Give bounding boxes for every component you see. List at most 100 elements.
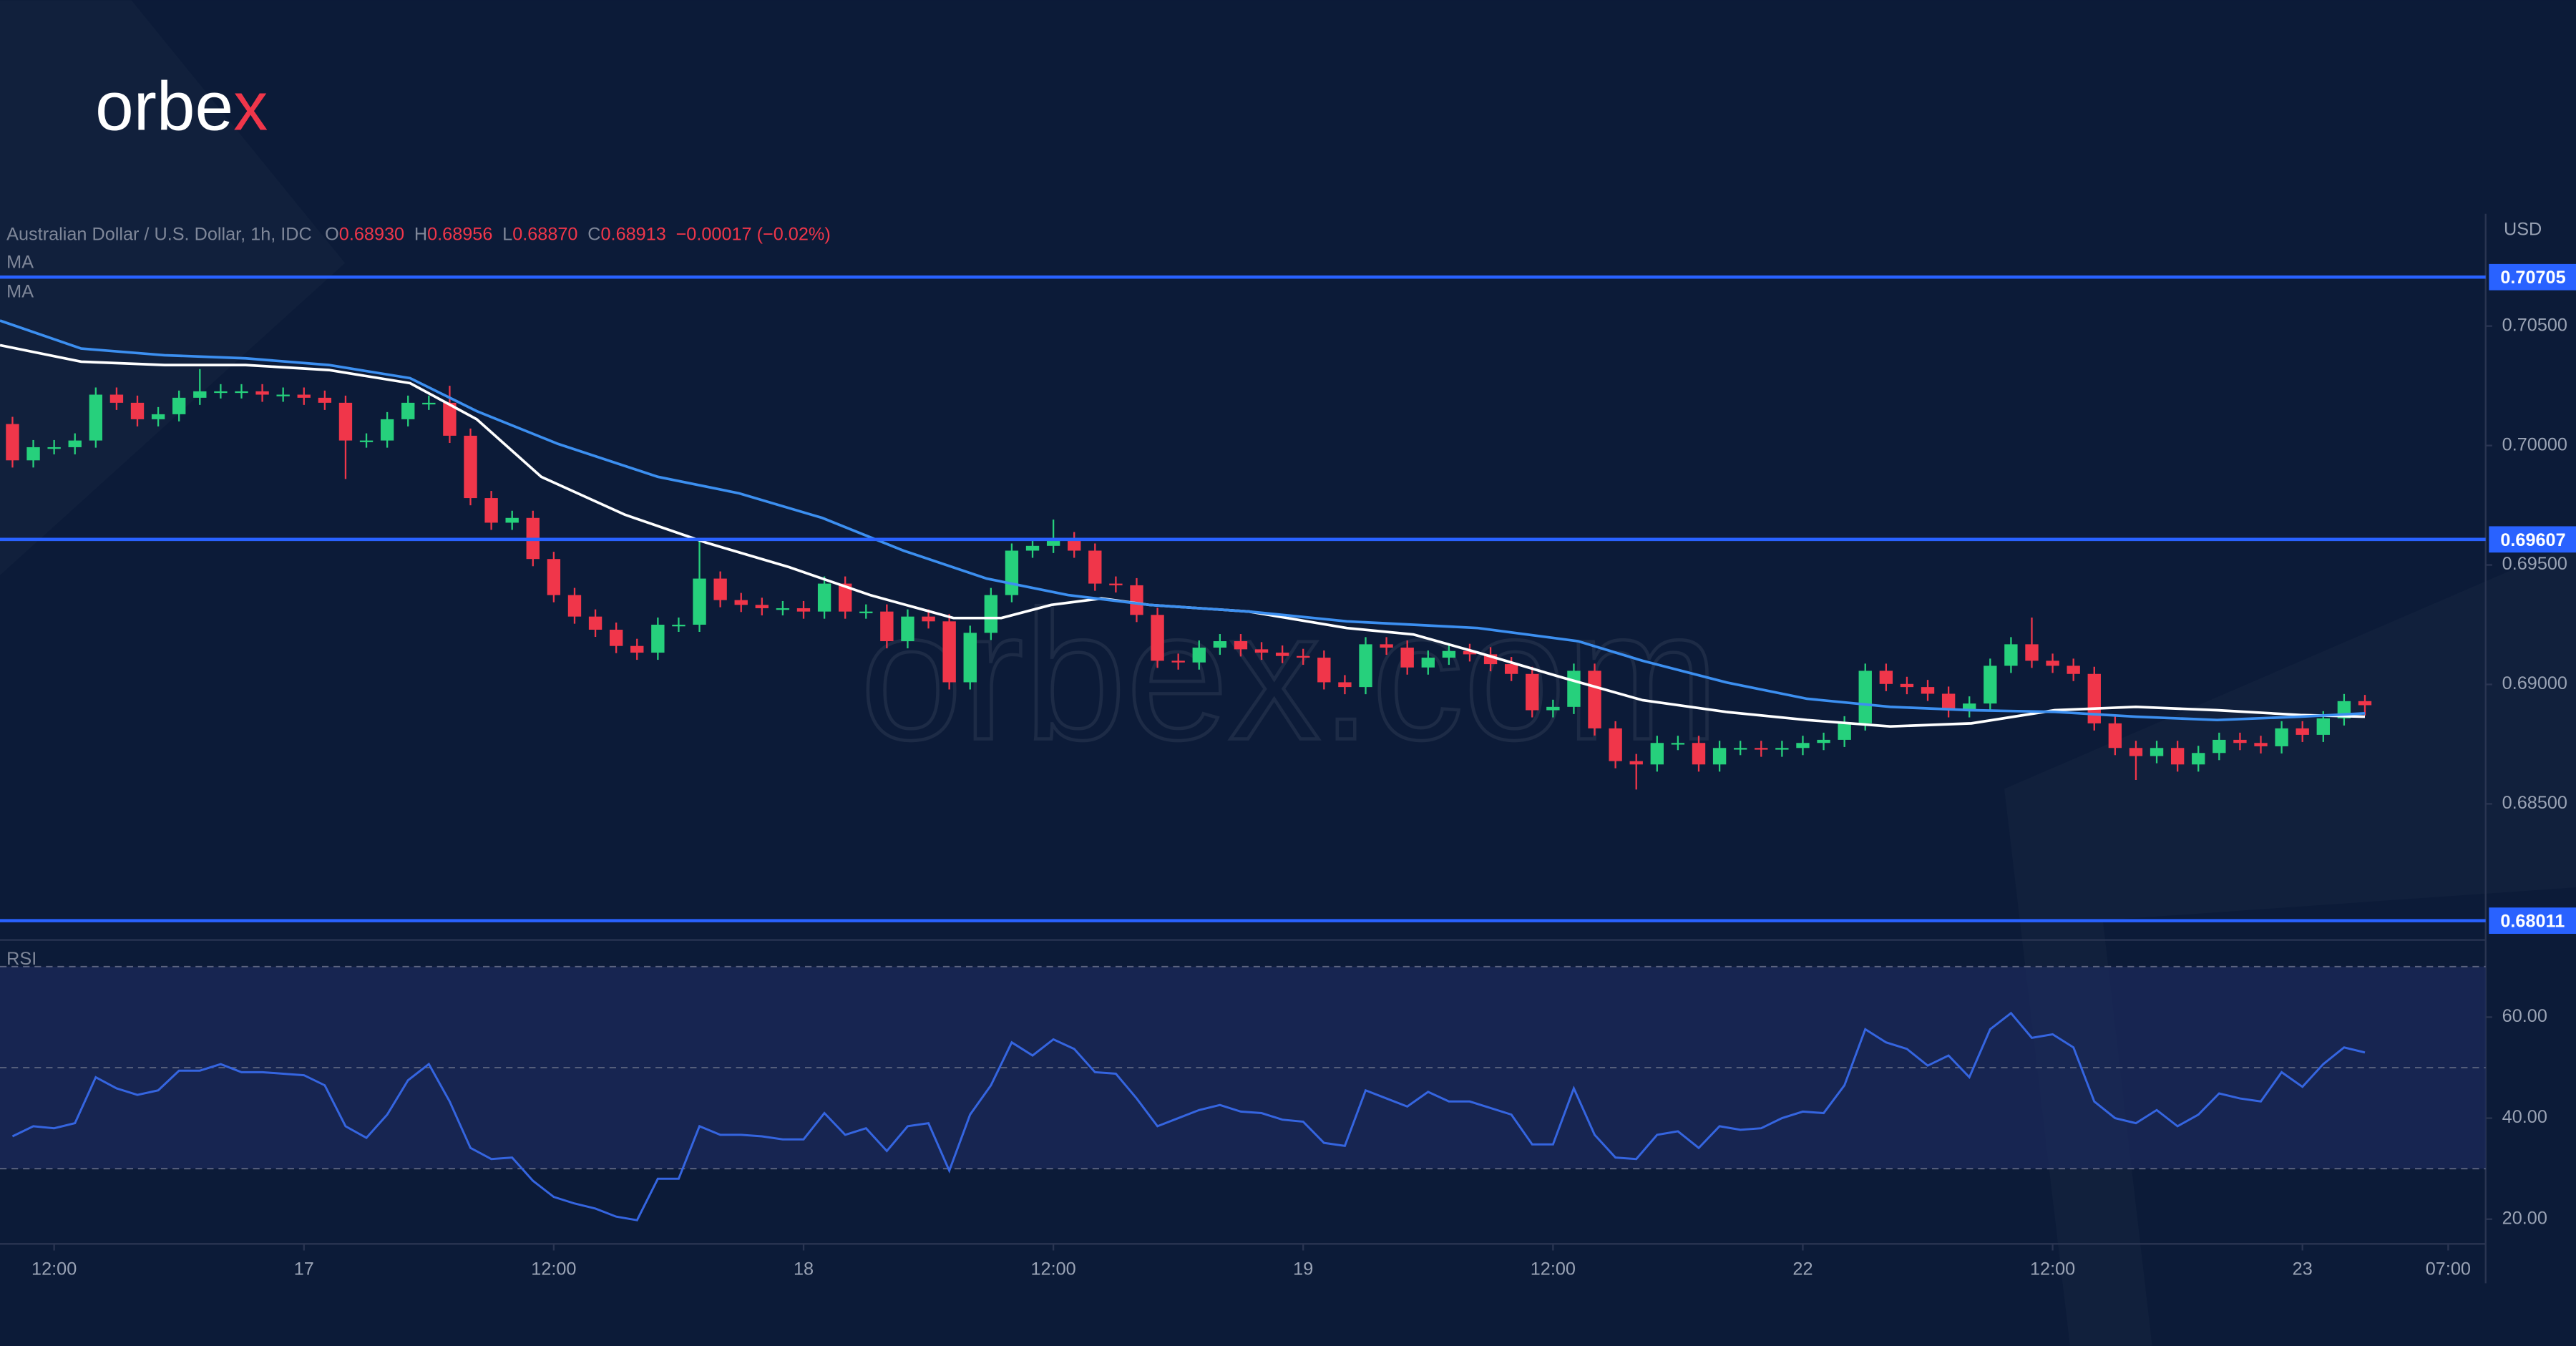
candle-body xyxy=(880,611,894,642)
candle-body xyxy=(2108,723,2122,748)
candle-body xyxy=(1421,658,1435,668)
candle-body xyxy=(1588,670,1601,728)
candle-body xyxy=(963,633,977,683)
level-label: 0.70705 xyxy=(2500,268,2565,288)
candle-body xyxy=(193,391,207,398)
candle-body xyxy=(68,440,82,447)
candle-body xyxy=(776,608,790,610)
candle-body xyxy=(505,517,519,523)
candle-body xyxy=(1692,743,1706,765)
candle-body xyxy=(2067,665,2080,674)
level-label: 0.69607 xyxy=(2500,530,2565,550)
candle-body xyxy=(1234,641,1248,650)
candle-body xyxy=(130,402,145,419)
candle-body xyxy=(1317,658,1331,683)
y-tick-label: 0.69000 xyxy=(2502,673,2567,693)
candle-body xyxy=(1900,683,1914,688)
candle-body xyxy=(1734,748,1747,750)
candle-body xyxy=(484,498,498,523)
candle-body xyxy=(401,402,415,419)
candle-body xyxy=(1046,539,1060,546)
x-tick-label: 12:00 xyxy=(31,1259,77,1279)
candle-body xyxy=(547,559,561,595)
symbol: Australian Dollar / U.S. Dollar, 1h, IDC xyxy=(6,224,312,244)
ohlc-value: 0.68913 xyxy=(601,224,666,244)
candle-body xyxy=(2212,739,2226,754)
candle-body xyxy=(47,447,61,449)
candle-body xyxy=(1338,682,1352,688)
legend-label: MA xyxy=(6,252,34,272)
x-tick-label: 18 xyxy=(794,1259,814,1279)
candle-body xyxy=(235,391,248,394)
candle-body xyxy=(2150,748,2164,756)
candle-body xyxy=(1504,664,1518,674)
candle-body xyxy=(1213,641,1227,648)
pane-title: RSI xyxy=(6,949,36,969)
candle-body xyxy=(1984,665,1997,704)
candle-body xyxy=(2296,728,2309,735)
candle-body xyxy=(151,414,165,419)
candle-body xyxy=(2170,748,2185,765)
candle-body xyxy=(1838,723,1851,740)
ohlc-value: 0.68870 xyxy=(512,224,577,244)
candle-body xyxy=(630,645,644,653)
level-label-box xyxy=(2489,907,2576,934)
ohlc-label: O xyxy=(325,224,339,244)
y-tick-label: 60.00 xyxy=(2502,1006,2547,1026)
candle-body xyxy=(89,394,103,441)
candle-body xyxy=(255,391,269,395)
candle-body xyxy=(6,424,19,461)
ohlc-label: L xyxy=(502,224,512,244)
candle-body xyxy=(1463,650,1477,655)
x-tick-label: 22 xyxy=(1792,1259,1813,1279)
x-tick-label: 12:00 xyxy=(2030,1259,2075,1279)
y-tick-label: 0.70500 xyxy=(2502,315,2567,335)
candle-body xyxy=(214,391,228,394)
candle-body xyxy=(567,595,582,617)
candle-body xyxy=(1567,670,1581,707)
y-tick-label: 40.00 xyxy=(2502,1107,2547,1127)
candle-body xyxy=(1192,648,1206,663)
level-label-box xyxy=(2489,263,2576,291)
logo-text: orbe xyxy=(95,69,233,145)
candle-body xyxy=(796,608,811,612)
candle-body xyxy=(901,616,914,642)
candle-body xyxy=(1130,585,1143,615)
candle-body xyxy=(713,578,727,600)
candle-body xyxy=(380,419,394,441)
moving-average xyxy=(0,319,2366,722)
candle-body xyxy=(1546,706,1560,711)
candle-body xyxy=(1629,761,1643,765)
candle-body xyxy=(609,630,623,646)
candle-body xyxy=(1297,655,1310,658)
x-tick-label: 23 xyxy=(2293,1259,2313,1279)
candle-body xyxy=(1068,539,1081,551)
candle-body xyxy=(672,624,686,627)
candle-body xyxy=(2004,644,2018,666)
candle-body xyxy=(338,402,353,441)
y-tick-label: 20.00 xyxy=(2502,1208,2547,1228)
candle-body xyxy=(2129,748,2143,756)
x-tick-label: 19 xyxy=(1293,1259,1313,1279)
candle-body xyxy=(859,611,873,613)
candle-body xyxy=(1380,644,1393,648)
candle-body xyxy=(1151,615,1164,661)
logo: orbex xyxy=(95,69,268,145)
candle-body xyxy=(734,600,748,605)
legend-label: MA xyxy=(6,282,34,302)
header: Australian Dollar / U.S. Dollar, 1h, IDC… xyxy=(6,224,831,244)
candle-body xyxy=(172,397,186,414)
candle-body xyxy=(2358,701,2372,706)
candle-body xyxy=(1650,743,1664,765)
x-tick-label: 12:00 xyxy=(531,1259,576,1279)
candle-body xyxy=(1359,644,1372,688)
candle-body xyxy=(2025,644,2039,661)
candle-body xyxy=(1817,739,1830,743)
candle-body xyxy=(984,595,998,633)
candle-body xyxy=(359,440,374,442)
candle-body xyxy=(1526,673,1539,711)
candle-body xyxy=(693,578,706,625)
candle-body xyxy=(1109,583,1123,585)
ohlc-value: 0.68956 xyxy=(427,224,492,244)
